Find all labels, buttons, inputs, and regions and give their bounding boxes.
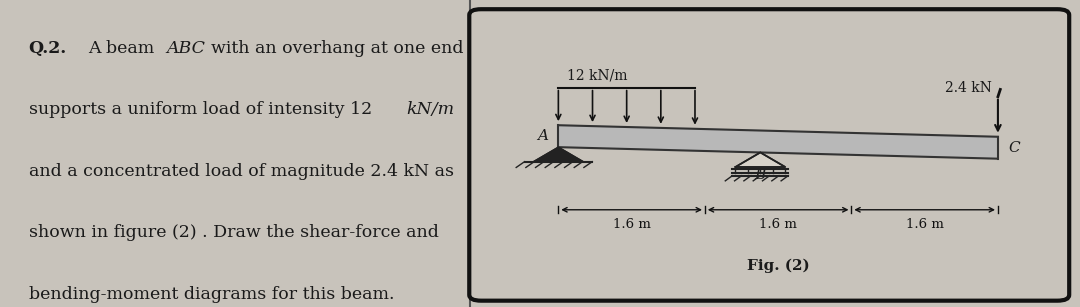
Text: 1.6 m: 1.6 m (759, 218, 797, 231)
Text: ABC: ABC (166, 40, 205, 57)
Text: C: C (1009, 141, 1021, 155)
Text: A: A (537, 129, 548, 143)
Text: kN/m: kN/m (406, 101, 455, 118)
Polygon shape (735, 153, 785, 167)
Text: shown in figure (2) . Draw the shear-force and: shown in figure (2) . Draw the shear-for… (28, 224, 438, 241)
Text: Fig. (2): Fig. (2) (746, 259, 810, 273)
Text: 2.4 kN: 2.4 kN (945, 81, 993, 95)
Text: 1.6 m: 1.6 m (612, 218, 650, 231)
Text: and a concentrated load of magnitude 2.4 kN as: and a concentrated load of magnitude 2.4… (28, 163, 454, 180)
Text: 12 kN/m: 12 kN/m (567, 68, 627, 83)
Text: A beam: A beam (87, 40, 154, 57)
Text: 1.6 m: 1.6 m (906, 218, 944, 231)
Text: with an overhang at one end: with an overhang at one end (212, 40, 464, 57)
Text: supports a uniform load of intensity 12: supports a uniform load of intensity 12 (28, 101, 372, 118)
Polygon shape (558, 125, 998, 159)
Polygon shape (534, 147, 583, 162)
Text: Q.2.: Q.2. (28, 40, 67, 57)
Text: B: B (755, 168, 766, 182)
Text: bending-moment diagrams for this beam.: bending-moment diagrams for this beam. (28, 286, 394, 302)
